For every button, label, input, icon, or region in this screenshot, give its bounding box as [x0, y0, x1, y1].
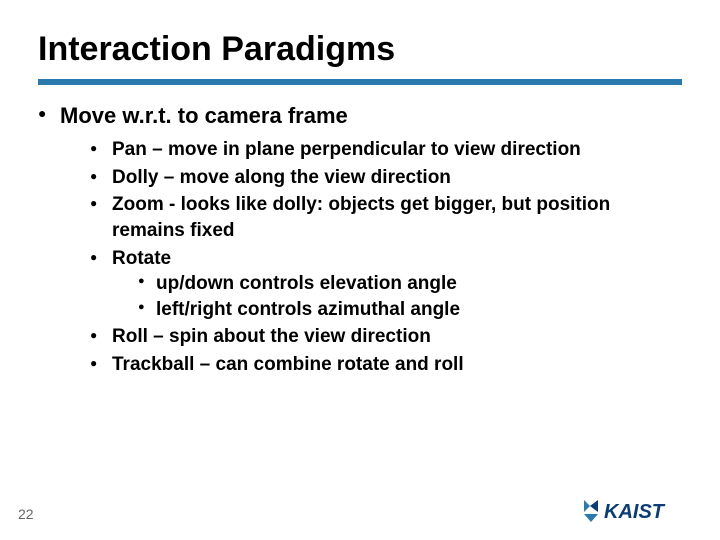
bullet-list-level1: Move w.r.t. to camera frame Pan – move i… [38, 103, 682, 378]
kaist-logo: KAIST [580, 494, 695, 528]
sub-sub-bullet: left/right controls azimuthal angle [138, 297, 682, 323]
sub-bullet: Rotateup/down controls elevation anglele… [90, 246, 682, 323]
sub-bullet-text: Dolly – move along the view direction [112, 167, 451, 188]
page-number: 22 [18, 506, 34, 522]
sub-bullet-text: Zoom - looks like dolly: objects get big… [112, 194, 610, 241]
sub-bullet-text: Trackball – can combine rotate and roll [112, 354, 464, 375]
logo-text: KAIST [604, 501, 666, 523]
sub-bullet-text: Roll – spin about the view direction [112, 326, 431, 347]
sub-bullet: Dolly – move along the view direction [90, 165, 682, 191]
sub-bullet: Roll – spin about the view direction [90, 324, 682, 350]
slide-container: Interaction Paradigms Move w.r.t. to cam… [0, 0, 720, 540]
title-underline [38, 79, 682, 85]
main-bullet-text: Move w.r.t. to camera frame [60, 103, 348, 128]
sub-bullet: Trackball – can combine rotate and roll [90, 352, 682, 378]
sub-bullet-text: Pan – move in plane perpendicular to vie… [112, 139, 581, 160]
sub-bullet: Pan – move in plane perpendicular to vie… [90, 137, 682, 163]
sub-bullet: Zoom - looks like dolly: objects get big… [90, 192, 682, 243]
sub-bullet-text: Rotate [112, 248, 171, 269]
bullet-list-level2: Pan – move in plane perpendicular to vie… [60, 137, 682, 378]
sub-sub-bullet: up/down controls elevation angle [138, 271, 682, 297]
slide-title: Interaction Paradigms [38, 30, 682, 69]
bullet-list-level3: up/down controls elevation angleleft/rig… [112, 271, 682, 322]
main-bullet: Move w.r.t. to camera frame Pan – move i… [38, 103, 682, 378]
